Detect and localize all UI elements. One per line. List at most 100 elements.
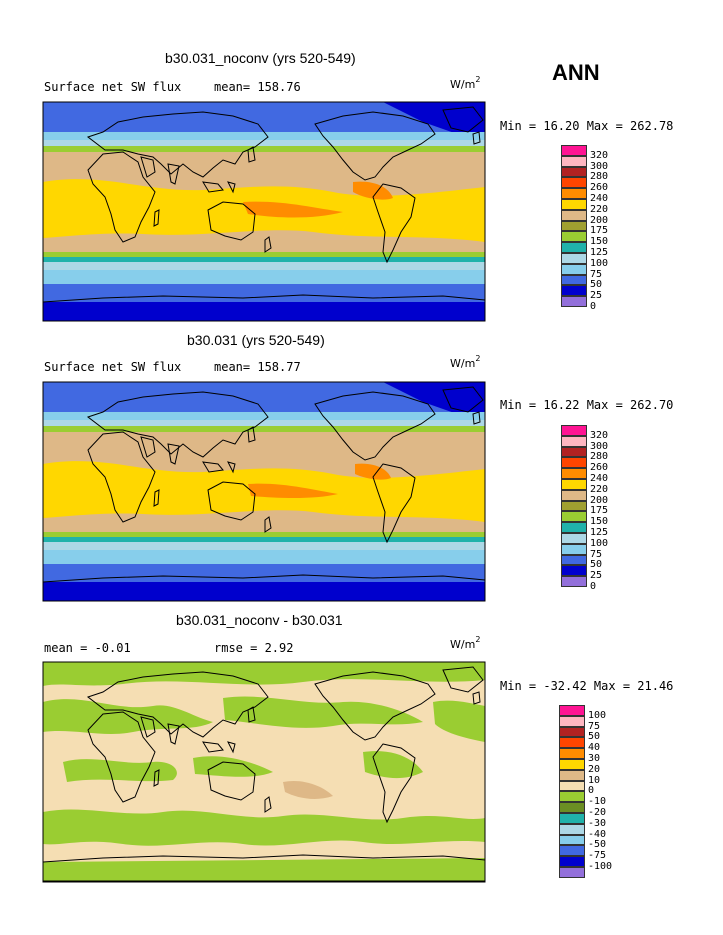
- panel-1-colorbar-swatch: [561, 199, 587, 210]
- panel-3-colorbar-swatch: [559, 867, 585, 878]
- panel-2-colorbar-label: 50: [590, 559, 603, 571]
- panel-1-colorbar-swatch: [561, 166, 587, 178]
- panel-3-min-max: Min = -32.42 Max = 21.46: [500, 679, 674, 693]
- panel-3-colorbar-swatch: [559, 748, 585, 759]
- panel-2-colorbar-label: 150: [590, 516, 609, 528]
- panel-2-map: [43, 382, 485, 601]
- panel-3-colorbar-swatch: [559, 759, 585, 770]
- panel-2-colorbar-label: 320: [590, 429, 609, 441]
- panel-3-colorbar-swatch: [559, 813, 585, 824]
- panel-1-map: [43, 102, 485, 321]
- panel-3-colorbar-swatch: [559, 737, 585, 749]
- panel-2-colorbar-swatch: [561, 511, 587, 523]
- panel-1-colorbar-label: 125: [590, 247, 609, 258]
- season-label: ANN: [552, 60, 600, 85]
- panel-2-colorbar-swatch: [561, 533, 587, 544]
- panel-1-colorbar-label: 220: [590, 203, 609, 215]
- panel-1-colorbar-swatch: [561, 220, 587, 232]
- panel-1-field-name: Surface net SW flux: [44, 80, 182, 94]
- panel-3-title: b30.031_noconv - b30.031: [176, 612, 343, 628]
- panel-1-colorbar-swatch: [561, 155, 587, 167]
- panel-3-colorbar-label: -50: [588, 839, 607, 851]
- panel-3-colorbar-label: -100: [588, 861, 613, 872]
- panel-1-colorbar-swatch: [561, 296, 587, 307]
- panel-3-colorbar-swatch: [559, 705, 585, 716]
- panel-3-colorbar-swatch: [559, 856, 585, 867]
- panel-1-colorbar-label: 100: [590, 257, 609, 269]
- panel-2-colorbar-swatch: [561, 435, 587, 447]
- panel-1-colorbar-swatch: [561, 145, 587, 156]
- panel-3-colorbar-label: 20: [588, 763, 601, 775]
- panel-1-colorbar-swatch: [561, 209, 587, 221]
- panel-2-colorbar-label: 175: [590, 505, 609, 517]
- panel-2-min-max: Min = 16.22 Max = 262.70: [500, 398, 674, 412]
- panel-2-colorbar-label: 125: [590, 527, 609, 538]
- panel-3-colorbar-label: -30: [588, 817, 607, 829]
- panel-2-title: b30.031 (yrs 520-549): [187, 332, 325, 348]
- panel-1-colorbar-label: 50: [590, 279, 603, 291]
- panel-2-colorbar-label: 280: [590, 451, 609, 463]
- panel-3-colorbar-label: 10: [588, 774, 601, 786]
- panel-2-frame: [42, 381, 486, 602]
- panel-2-colorbar-swatch: [561, 446, 587, 458]
- panel-1-colorbar-swatch: [561, 188, 587, 199]
- panel-1-colorbar-label: 260: [590, 182, 609, 194]
- panel-1-mean: mean= 158.76: [214, 80, 301, 94]
- panel-2-colorbar-label: 25: [590, 570, 603, 582]
- panel-2-field-name: Surface net SW flux: [44, 360, 182, 374]
- panel-1-colorbar-label: 280: [590, 171, 609, 183]
- panel-2-colorbar-swatch: [561, 554, 587, 566]
- panel-2-colorbar-label: 75: [590, 548, 603, 560]
- panel-1-title: b30.031_noconv (yrs 520-549): [165, 50, 356, 66]
- panel-2-colorbar-swatch: [561, 489, 587, 501]
- panel-2-colorbar-swatch: [561, 479, 587, 490]
- panel-1-colorbar-swatch: [561, 177, 587, 189]
- panel-3-colorbar-label: -10: [588, 796, 607, 808]
- panel-1-colorbar-label: 200: [590, 214, 609, 226]
- panel-2-colorbar-label: 260: [590, 462, 609, 474]
- panel-2-colorbar-swatch: [561, 576, 587, 587]
- panel-1-colorbar-label: 240: [590, 193, 609, 204]
- panel-3-colorbar-swatch: [559, 845, 585, 857]
- panel-1-colorbar-swatch: [561, 242, 587, 253]
- panel-3-colorbar-label: 30: [588, 753, 601, 764]
- panel-2-colorbar-swatch: [561, 468, 587, 479]
- panel-1-colorbar-label: 300: [590, 160, 609, 172]
- panel-3-colorbar-label: -20: [588, 807, 607, 818]
- panel-1-units: W/m2: [450, 75, 481, 92]
- panel-3-colorbar-swatch: [559, 769, 585, 781]
- panel-3-colorbar-label: 75: [588, 720, 601, 732]
- panel-2-colorbar-swatch: [561, 457, 587, 469]
- panel-3-colorbar-swatch: [559, 802, 585, 813]
- panel-1-colorbar-label: 150: [590, 236, 609, 248]
- panel-1-colorbar-swatch: [561, 253, 587, 264]
- panel-3-units: W/m2: [450, 635, 481, 652]
- panel-3-colorbar-swatch: [559, 726, 585, 738]
- panel-1-frame: [42, 101, 486, 322]
- panel-3-colorbar-swatch: [559, 791, 585, 803]
- panel-1-colorbar-swatch: [561, 263, 587, 275]
- panel-2-colorbar-swatch: [561, 543, 587, 555]
- panel-2-colorbar-label: 220: [590, 483, 609, 495]
- panel-2-colorbar-label: 240: [590, 473, 609, 484]
- panel-1-colorbar-swatch: [561, 274, 587, 286]
- panel-2-colorbar-label: 100: [590, 537, 609, 549]
- panel-1-colorbar-label: 320: [590, 149, 609, 161]
- panel-1-colorbar-swatch: [561, 231, 587, 243]
- panel-2-colorbar-swatch: [561, 565, 587, 577]
- panel-1-colorbar-label: 25: [590, 290, 603, 302]
- panel-3-rmse: rmse = 2.92: [214, 641, 294, 655]
- panel-2-colorbar-swatch: [561, 500, 587, 512]
- panel-1-colorbar-label: 175: [590, 225, 609, 237]
- panel-1-colorbar-swatch: [561, 285, 587, 297]
- panel-2-colorbar-swatch: [561, 522, 587, 533]
- panel-3-colorbar-label: 100: [588, 709, 607, 721]
- panel-1-colorbar-label: 0: [590, 301, 597, 312]
- panel-2-colorbar-label: 300: [590, 440, 609, 452]
- panel-3-colorbar-swatch: [559, 834, 585, 846]
- panel-3-colorbar-label: 40: [588, 742, 601, 754]
- panel-3-colorbar-label: -75: [588, 850, 607, 862]
- panel-2-colorbar-swatch: [561, 425, 587, 436]
- panel-3-mean: mean = -0.01: [44, 641, 131, 655]
